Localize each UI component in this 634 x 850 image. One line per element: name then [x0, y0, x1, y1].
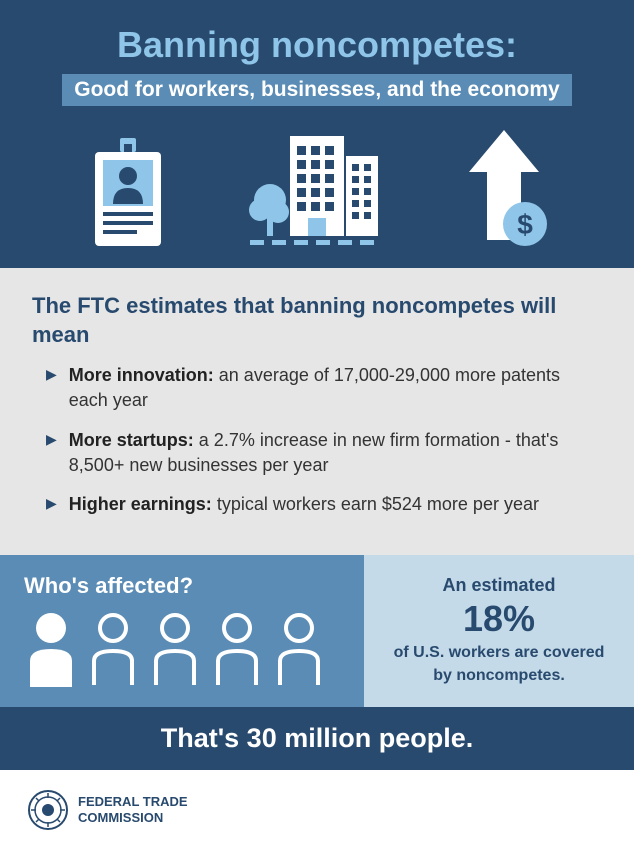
affected-left: Who's affected? — [0, 555, 364, 707]
estimate-percent: 18% — [388, 598, 610, 640]
affected-section: Who's affected? An estimated 18% of U.S.… — [0, 555, 634, 707]
people-icons-row — [24, 611, 340, 687]
buildings-icon — [240, 128, 390, 248]
bullet-arrow-icon: ▶ — [46, 495, 57, 517]
header-icons-row: $ — [30, 128, 604, 248]
bullet-item: ▶ More startups: a 2.7% increase in new … — [32, 428, 602, 478]
person-icon-outline — [210, 611, 264, 687]
ftc-seal-icon — [28, 790, 68, 830]
svg-text:$: $ — [518, 209, 534, 240]
bullet-text: Higher earnings: typical workers earn $5… — [69, 492, 539, 517]
person-icon-filled — [24, 611, 78, 687]
thirty-million-banner: That's 30 million people. — [0, 707, 634, 770]
affected-right: An estimated 18% of U.S. workers are cov… — [364, 555, 634, 707]
estimate-label: An estimated — [388, 575, 610, 596]
estimate-description: of U.S. workers are covered by noncompet… — [388, 642, 610, 687]
estimates-title: The FTC estimates that banning noncompet… — [32, 292, 602, 349]
affected-question: Who's affected? — [24, 573, 340, 599]
bullet-text: More startups: a 2.7% increase in new fi… — [69, 428, 602, 478]
bullet-item: ▶ More innovation: an average of 17,000-… — [32, 363, 602, 413]
arrow-dollar-icon: $ — [459, 128, 549, 248]
page-title: Banning noncompetes: — [30, 24, 604, 66]
bullet-item: ▶ Higher earnings: typical workers earn … — [32, 492, 602, 517]
bullet-text: More innovation: an average of 17,000-29… — [69, 363, 602, 413]
person-icon-outline — [148, 611, 202, 687]
bullet-arrow-icon: ▶ — [46, 431, 57, 478]
id-badge-icon — [85, 138, 171, 248]
person-icon-outline — [272, 611, 326, 687]
footer: FEDERAL TRADE COMMISSION — [0, 770, 634, 850]
page-subtitle: Good for workers, businesses, and the ec… — [62, 74, 571, 106]
bullet-arrow-icon: ▶ — [46, 366, 57, 413]
person-icon-outline — [86, 611, 140, 687]
estimates-section: The FTC estimates that banning noncompet… — [0, 268, 634, 555]
header-section: Banning noncompetes: Good for workers, b… — [0, 0, 634, 268]
footer-org-name: FEDERAL TRADE COMMISSION — [78, 794, 188, 825]
